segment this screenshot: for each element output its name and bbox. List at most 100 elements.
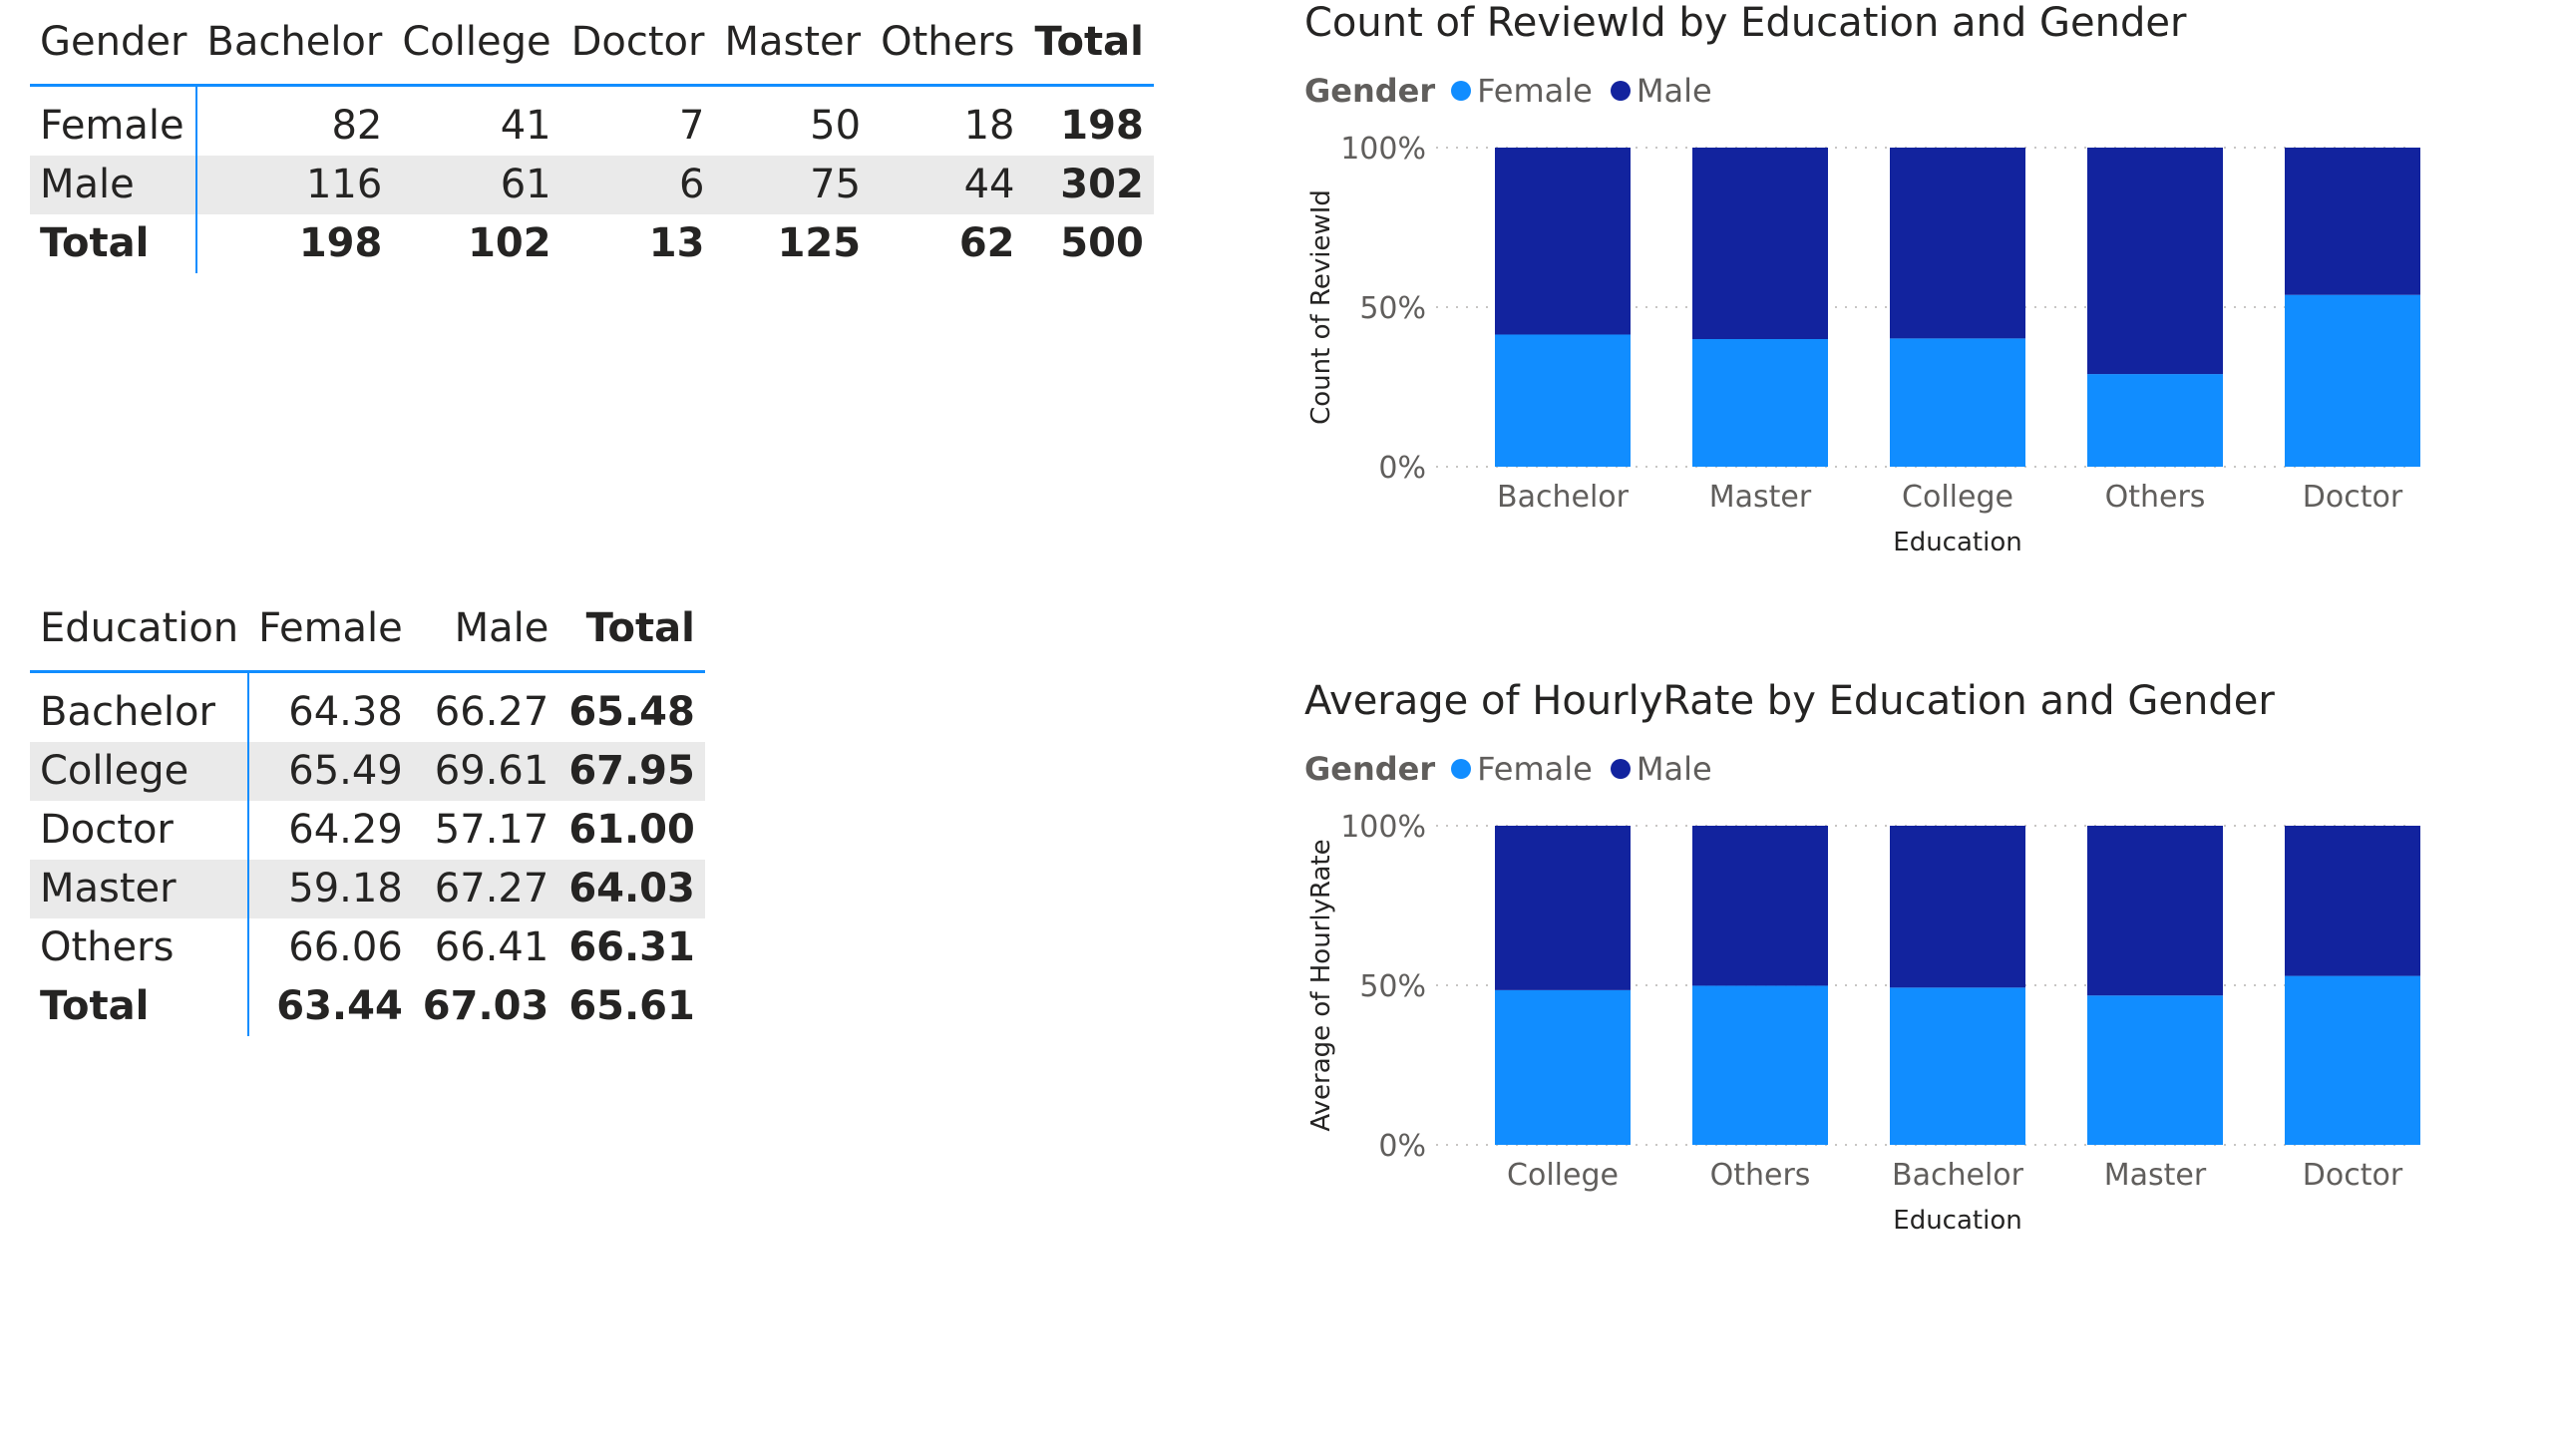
bar-segment-male [2285,148,2420,295]
cell-value: 198 [298,220,383,266]
count-reviewid-chart[interactable]: Count of ReviewId by Education and Gende… [1286,0,2443,568]
table-row: Others 66.06 66.41 66.31 [30,918,705,977]
y-axis-title: Average of HourlyRate [1306,839,1336,1131]
y-tick-label: 100% [1340,132,1426,167]
cell-total: 66.31 [568,924,695,970]
column-header[interactable]: Master [714,0,872,87]
row-header: College [30,742,250,801]
legend-item-male[interactable]: Male [1636,72,1712,110]
column-header[interactable]: College [392,0,561,87]
legend-item-male[interactable]: Male [1636,750,1712,788]
bar-segment-male [1692,148,1828,339]
y-tick-label: 0% [1378,451,1426,486]
cell-value: 63.44 [276,983,403,1029]
cell-total: 65.48 [568,689,695,735]
x-tick-label: Doctor [2303,1158,2403,1193]
cell-total: 500 [1060,220,1144,266]
y-axis-title: Count of ReviewId [1306,189,1336,425]
column-header[interactable]: Male [412,586,559,673]
table-row: Doctor 64.29 57.17 61.00 [30,801,705,860]
bar-segment-male [2087,826,2223,996]
x-tick-label: Bachelor [1497,480,1630,515]
row-header: Female [30,85,198,156]
table-row: Bachelor 64.38 66.27 65.48 [30,671,705,742]
bar-segment-male [1495,826,1631,990]
cell-value: 64.29 [288,807,403,853]
cell-total: 64.03 [558,860,705,918]
table-total-row: Total 63.44 67.03 65.61 [30,977,705,1036]
x-tick-label: College [1507,1158,1619,1193]
column-header-total[interactable]: Total [1024,0,1154,87]
column-header[interactable]: Doctor [560,0,715,87]
chart-title: Average of HourlyRate by Education and G… [1304,678,2275,724]
row-header: Total [30,977,250,1036]
x-axis-title: Education [1893,528,2021,557]
cell-value: 7 [679,103,705,149]
table-row: Female 82 41 7 50 18 198 [30,85,1154,156]
bar-segment-female [1495,334,1631,467]
x-tick-label: Others [2105,480,2206,515]
cell-value: 18 [963,103,1015,149]
column-header[interactable]: Gender [30,0,197,87]
column-header[interactable]: Others [871,0,1025,87]
chart-plot: 0% 50% 100%Average of HourlyRate College Oth… [1306,810,2420,1236]
row-header: Doctor [30,801,250,860]
row-header: Bachelor [30,671,250,742]
cell-value: 102 [468,220,551,266]
cell-value: 44 [871,156,1025,214]
cell-value: 61 [392,156,561,214]
column-header-total[interactable]: Total [558,586,705,673]
row-header: Master [30,860,250,918]
cell-value: 65.49 [248,742,413,801]
bar-segment-male [1890,148,2025,339]
cell-value: 66.06 [288,924,403,970]
chart-title: Count of ReviewId by Education and Gende… [1304,0,2187,46]
y-tick-label: 50% [1359,291,1426,326]
table-row: Male 116 61 6 75 44 302 [30,156,1154,214]
cell-value: 116 [196,156,393,214]
cell-value: 66.27 [434,689,549,735]
cell-value: 13 [648,220,705,266]
average-hourlyrate-chart[interactable]: Average of HourlyRate by Education and G… [1286,678,2443,1247]
chart-legend: Gender Female Male [1304,72,1726,110]
cell-value: 67.27 [412,860,559,918]
column-header[interactable]: Education [30,586,249,673]
column-header[interactable]: Bachelor [196,0,393,87]
cell-value: 50 [810,103,862,149]
y-tick-label: 50% [1359,969,1426,1004]
bar-segment-female [1890,338,2025,467]
x-tick-label: Bachelor [1892,1158,2024,1193]
bar-segment-female [2285,294,2420,467]
bar-segment-male [2087,148,2223,375]
table-row: Master 59.18 67.27 64.03 [30,860,705,918]
x-tick-label: Doctor [2303,480,2403,515]
row-header: Male [30,156,198,214]
cell-value: 69.61 [412,742,559,801]
matrix-header-row: Gender Bachelor College Doctor Master Ot… [30,0,1154,87]
legend-item-female[interactable]: Female [1477,750,1593,788]
y-tick-label: 0% [1378,1129,1426,1164]
legend-item-female[interactable]: Female [1477,72,1593,110]
gender-education-matrix: Gender Bachelor College Doctor Master Ot… [30,0,1154,273]
row-header: Total [30,214,198,273]
bar-segment-female [1890,987,2025,1145]
table-row: College 65.49 69.61 67.95 [30,742,705,801]
column-header[interactable]: Female [248,586,413,673]
row-header: Others [30,918,250,977]
cell-value: 125 [777,220,862,266]
legend-male-dot-icon [1610,81,1631,101]
cell-value: 6 [560,156,715,214]
bar-segment-female [2087,995,2223,1145]
x-tick-label: Others [1710,1158,1811,1193]
legend-title: Gender [1304,72,1436,110]
bar-segment-female [2285,975,2420,1145]
cell-value: 66.41 [434,924,549,970]
legend-female-dot-icon [1451,759,1472,779]
bar-segment-male [1495,148,1631,335]
cell-total: 198 [1060,103,1144,149]
cell-value: 64.38 [288,689,403,735]
cell-value: 62 [958,220,1015,266]
x-tick-label: Master [1709,480,1812,515]
chart-plot: 0% 50% 100%Count of ReviewId Bachelor Master… [1306,132,2420,557]
legend-male-dot-icon [1610,759,1631,779]
